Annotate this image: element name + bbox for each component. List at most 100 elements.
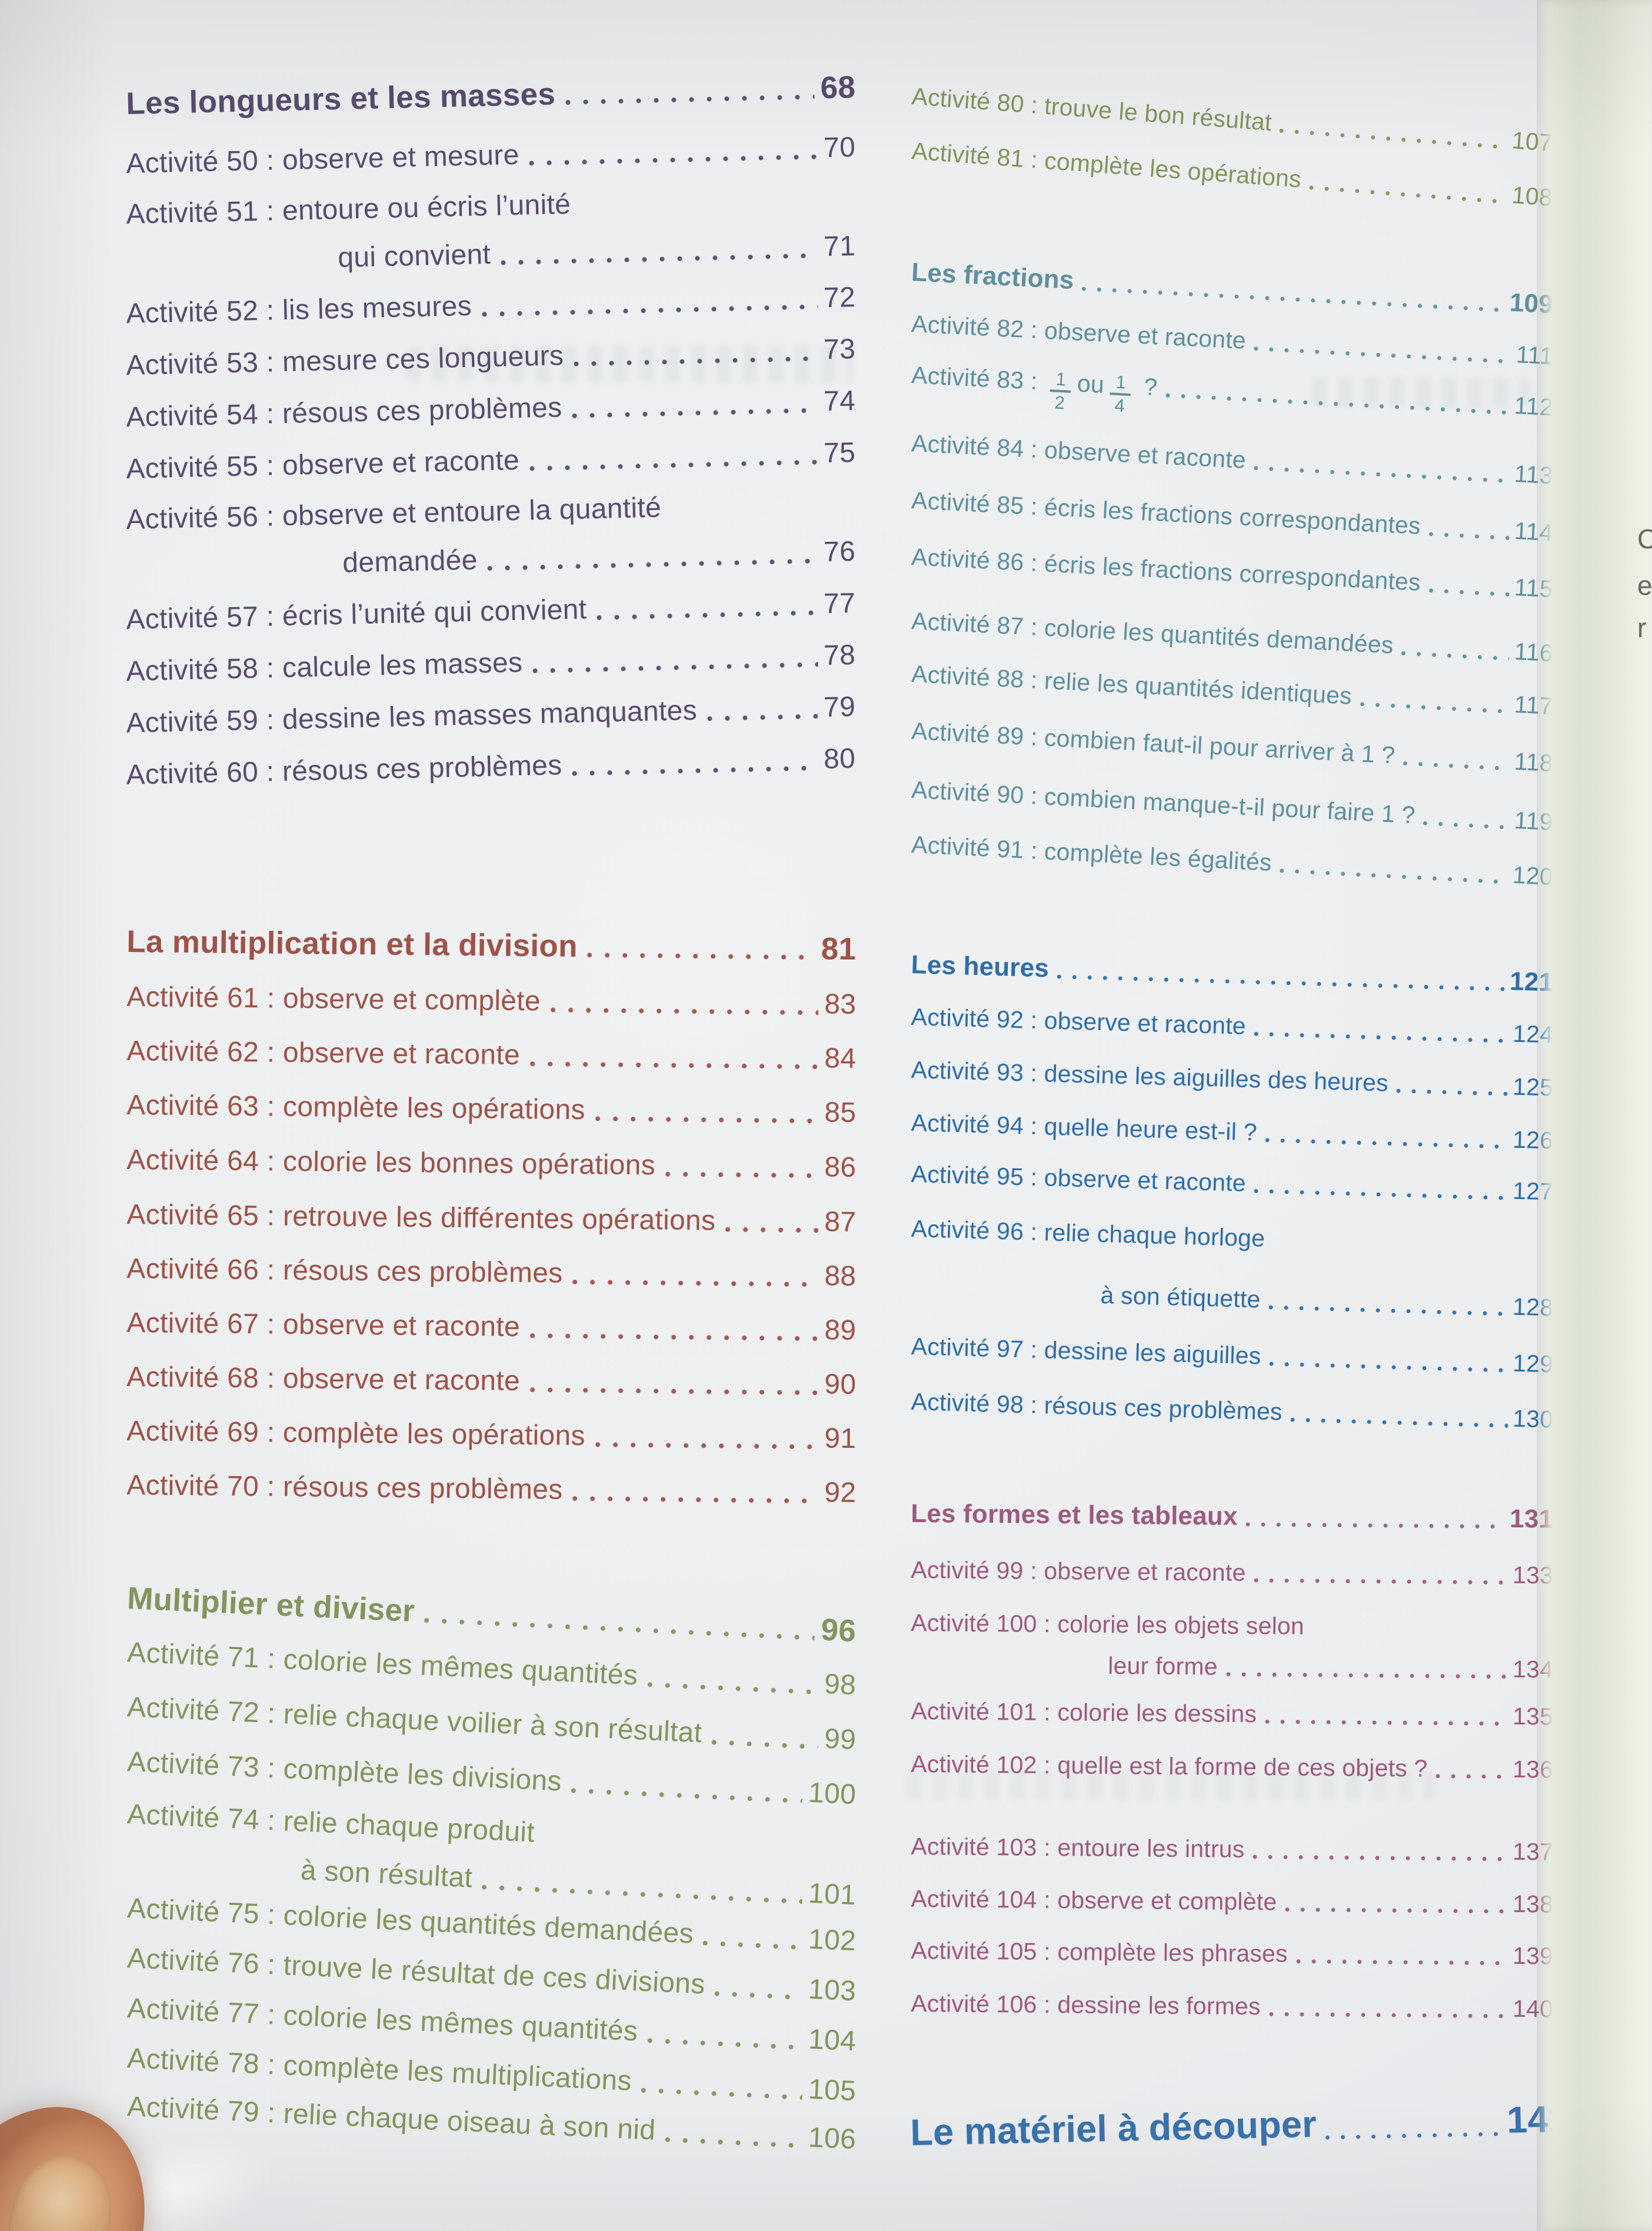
toc-page-number: 88 [824,1260,857,1292]
dot-leader [1308,184,1507,206]
toc-entry-label: Activité 105 : complète les phrases [911,1937,1288,1967]
dot-leader [1295,1957,1508,1967]
toc-page-number: 96 [820,1612,857,1649]
toc-entry: Activité 95 : observe et raconte 127 [911,1159,1554,1206]
toc-heading-label: Multiplier et diviser [126,1581,416,1629]
dot-leader [711,1738,818,1751]
dot-leader [529,1386,819,1397]
dot-leader [532,660,818,675]
toc-entry-label: Activité 106 : dessine les formes [911,1990,1261,2020]
dot-leader [664,1170,819,1180]
dot-leader [1325,2130,1503,2142]
dot-leader [1396,1087,1508,1098]
toc-entry-label: ou [1076,369,1105,398]
dot-leader [500,251,818,267]
toc-page-number: 100 [807,1777,857,1811]
toc-page-number: 71 [823,230,856,263]
toc-section-heading: Les heures 121 [911,950,1554,997]
toc-entry: Activité 60 : résous ces problèmes 80 [126,742,856,792]
dot-leader [594,1114,819,1126]
toc-entry: Activité 99 : observe et raconte 133 [911,1555,1553,1590]
dot-leader [1253,345,1511,365]
toc-entry-label: Activité 86 : écris les fractions corres… [911,543,1421,596]
toc-page-number: 81 [821,931,857,967]
toc-heading-label: Les fractions [911,258,1075,295]
toc-entry-label: Activité 104 : observe et complète [911,1885,1277,1916]
toc-entry-label: Activité 70 : résous ces problèmes [126,1470,563,1506]
dot-leader [424,1616,815,1643]
dot-leader [647,2036,802,2052]
toc-entry-label: Activité 78 : complète les multiplicatio… [126,2043,632,2097]
toc-page-number: 78 [823,639,856,672]
toc-entry: Activité 84 : observe et raconte 113 [911,428,1554,490]
toc-entry: Activité 105 : complète les phrases 139 [911,1936,1553,1971]
toc-entry-label: Activité 71 : colorie les mêmes quantité… [126,1637,639,1691]
toc-entry: Activité 102 : quelle est la forme de ce… [911,1749,1553,1784]
toc-page-number: 90 [824,1368,857,1400]
toc-entry: Activité 50 : observe et mesure 70 [126,131,856,181]
toc-entry-label: Activité 87 : colorie les quantités dema… [911,607,1394,659]
dot-leader [596,608,818,622]
toc-entry-label: Activité 96 : relie chaque horloge [911,1215,1265,1252]
toc-heading-label: La multiplication et la division [126,924,578,964]
toc-entry-label: à son étiquette [1100,1281,1261,1313]
toc-entry: Activité 69 : complète les opérations 91 [126,1414,857,1456]
toc-entry-label: ? [1136,372,1158,401]
toc-entry-label: Activité 58 : calcule les masses [125,647,523,688]
fraction-denominator: 4 [1114,395,1125,417]
toc-entry-label: Activité 89 : combien faut-il pour arriv… [911,717,1396,769]
toc-page-number: 70 [823,131,856,164]
toc-entry-label: Activité 93 : dessine les aiguilles des … [911,1056,1389,1097]
dot-leader [1285,1906,1508,1915]
dot-leader [481,1883,802,1906]
toc-entry: Activité 65 : retrouve les différentes o… [126,1198,857,1239]
fraction-numerator: 1 [1115,371,1127,393]
toc-entry: Activité 101 : colorie les dessins 135 [911,1696,1553,1731]
toc-section-heading: Les fractions 109 [911,258,1554,319]
toc-entry: Activité 82 : observe et raconte 111 [911,309,1554,371]
toc-entry: Activité 94 : quelle heure est-il ? 126 [911,1108,1554,1155]
toc-entry-label: Activité 95 : observe et raconte [911,1160,1247,1197]
dot-leader [571,764,818,778]
toc-page-number: 84 [824,1043,857,1074]
toc-entry: demandée 76 [126,535,856,585]
toc-entry: Activité 92 : observe et raconte 124 [911,1002,1554,1049]
toc-entry-label: Activité 82 : observe et raconte [911,310,1247,354]
toc-page-number: 72 [823,281,856,314]
dot-leader [725,1225,819,1235]
toc-page-number: 73 [823,333,856,366]
toc-entry-label: Activité 56 : observe et entoure la quan… [125,492,662,536]
toc-entry-label: Activité 90 : combien manque-t-il pour f… [911,776,1416,829]
toc-page-number: 104 [807,2023,857,2057]
toc-entry: Activité 68 : observe et raconte 90 [126,1360,857,1401]
dot-leader [1435,1772,1508,1780]
toc-entry-label: Activité 67 : observe et raconte [126,1307,521,1343]
dot-leader [528,458,818,473]
toc-heading-label: Les heures [911,950,1050,983]
toc-entry: Activité 59 : dessine les masses manquan… [126,690,856,740]
toc-entry-label: Activité 65 : retrouve les différentes o… [126,1199,716,1237]
toc-page-number: 91 [824,1423,857,1454]
toc-entry: Activité 66 : résous ces problèmes 88 [126,1252,857,1293]
indent-spacer [911,1678,1108,1680]
toc-page-number: 106 [807,2122,857,2156]
toc-entry-label: Activité 69 : complète les opérations [126,1416,586,1452]
toc-heading-label: Le matériel à découper [910,2103,1317,2153]
dot-leader [587,951,815,962]
toc-entry-label: Activité 74 : relie chaque produit [126,1799,536,1849]
toc-section-heading: Le matériel à découper141 [910,2099,1570,2153]
dot-leader [1254,1577,1508,1586]
dot-leader [1268,2010,1508,2020]
dot-leader [1265,1136,1508,1151]
toc-entry-label: Activité 84 : observe et raconte [911,429,1247,474]
toc-entry: Activité 98 : résous ces problèmes 130 [911,1387,1554,1434]
toc-entry: Activité 72 : relie chaque voilier à son… [126,1690,857,1757]
toc-entry: Activité 73 : complète les divisions 100 [126,1745,857,1812]
next-page-edge [1537,0,1652,2231]
toc-entry-label: Activité 92 : observe et raconte [911,1003,1247,1040]
next-page-partial-letter: C [1637,524,1652,554]
toc-entry-label: Activité 68 : observe et raconte [126,1361,521,1397]
dot-leader [572,1494,819,1506]
indent-spacer [126,274,338,279]
toc-entry-label: Activité 76 : trouve le résultat de ces … [126,1943,706,2000]
